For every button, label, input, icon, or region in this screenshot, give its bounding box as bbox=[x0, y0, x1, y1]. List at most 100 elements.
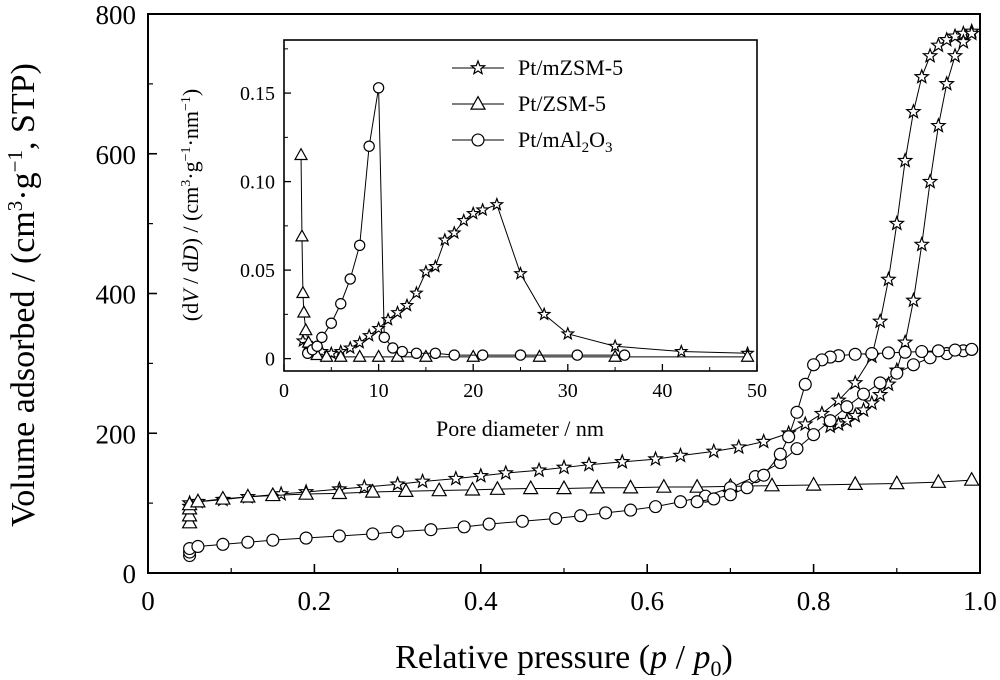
main-data-point bbox=[239, 488, 256, 503]
inset-data-point bbox=[378, 331, 390, 344]
main-x-tick-label: 0.4 bbox=[464, 586, 498, 616]
inset-data-point bbox=[608, 349, 623, 362]
inset-data-point bbox=[361, 327, 377, 342]
main-data-point bbox=[366, 527, 380, 541]
main-series-pt-mal2o3 bbox=[183, 342, 979, 563]
main-data-point bbox=[898, 345, 912, 359]
inset-data-point bbox=[409, 285, 424, 300]
main-data-point bbox=[896, 152, 914, 168]
inset-data-point bbox=[294, 228, 309, 242]
inset-legend: Pt/mZSM-5 Pt/ZSM-5 Pt/mAl2O3 bbox=[452, 55, 623, 156]
main-data-point bbox=[906, 358, 920, 372]
y-label-mid: ·g bbox=[5, 172, 42, 200]
main-data-point bbox=[331, 484, 348, 500]
x-label-close: ) bbox=[722, 639, 733, 676]
main-data-point bbox=[672, 446, 689, 463]
inset-data-point bbox=[428, 258, 443, 273]
main-data-point bbox=[905, 291, 922, 308]
main-data-point bbox=[796, 415, 814, 432]
x-label-var-p0: p bbox=[692, 639, 711, 676]
main-data-point bbox=[555, 479, 573, 495]
main-data-point bbox=[414, 472, 431, 489]
inset-data-point bbox=[446, 225, 462, 240]
legend-line-pt-mal2o3 bbox=[452, 133, 504, 147]
main-data-point bbox=[790, 405, 804, 419]
main-data-point bbox=[707, 492, 721, 506]
inset-data-point bbox=[396, 345, 408, 358]
legend-marker bbox=[469, 59, 487, 76]
main-data-point bbox=[848, 347, 862, 361]
main-y-tick-label: 600 bbox=[96, 140, 137, 170]
y-label-prefix: Volume adsorbed / (cm bbox=[5, 211, 42, 527]
y-label-suffix: , STP) bbox=[5, 63, 42, 150]
y-label-sup-minus1: −1 bbox=[3, 150, 27, 172]
main-data-point bbox=[856, 387, 871, 401]
main-data-point bbox=[356, 478, 373, 495]
main-data-point bbox=[830, 391, 847, 408]
legend-mal2o3-sub2: 2 bbox=[582, 140, 590, 156]
main-data-point bbox=[189, 493, 206, 508]
inset-data-point bbox=[294, 147, 309, 161]
legend-label-pt-mal2o3: Pt/mAl2O3 bbox=[518, 127, 612, 156]
legend-label-pt-zsm5: Pt/ZSM-5 bbox=[518, 91, 606, 116]
main-data-point bbox=[946, 47, 964, 63]
main-data-point bbox=[881, 346, 896, 360]
main-data-point bbox=[805, 476, 822, 491]
main-data-point bbox=[807, 428, 821, 442]
main-series-pt-zsm-5 bbox=[181, 471, 980, 529]
inset-y-axis-label: (dV / dD) / (cm3·g−1·nm−1) bbox=[178, 89, 203, 321]
main-data-point bbox=[913, 235, 931, 252]
main-data-point bbox=[299, 531, 313, 545]
inset-data-point bbox=[410, 347, 423, 359]
main-data-point bbox=[705, 442, 723, 459]
main-data-point bbox=[782, 430, 796, 444]
main-data-point bbox=[364, 483, 381, 498]
inset-data-point bbox=[296, 305, 311, 318]
main-data-point bbox=[264, 486, 281, 502]
main-data-point bbox=[763, 477, 781, 492]
inset-y-label-var-d: D bbox=[178, 245, 203, 262]
main-data-point bbox=[397, 482, 414, 497]
inset-data-point bbox=[371, 349, 386, 362]
inset-y-label-slash: / d bbox=[178, 261, 203, 289]
main-data-point bbox=[757, 468, 771, 482]
inset-data-point bbox=[673, 343, 689, 358]
inset-y-label-sup-g: −1 bbox=[179, 147, 194, 162]
main-data-point bbox=[890, 366, 904, 380]
main-x-tick-label: 0 bbox=[141, 586, 155, 616]
main-data-point bbox=[846, 374, 864, 390]
main-data-point bbox=[813, 404, 831, 421]
main-data-point bbox=[773, 447, 787, 461]
inset-y-label-unit: ) / (cm bbox=[178, 187, 203, 246]
inset-data-point bbox=[532, 349, 547, 362]
inset-y-tick-label: 0.15 bbox=[240, 83, 275, 105]
main-data-point bbox=[838, 411, 856, 428]
inset-data-point bbox=[618, 349, 631, 361]
main-data-point bbox=[549, 511, 563, 526]
main-y-tick-label: 800 bbox=[96, 0, 137, 30]
main-data-point bbox=[389, 475, 406, 492]
main-data-point bbox=[723, 488, 737, 502]
main-y-tick-label: 400 bbox=[96, 280, 137, 310]
main-data-point bbox=[930, 473, 947, 488]
inset-data-point bbox=[571, 349, 583, 361]
inset-data-point bbox=[489, 196, 505, 211]
main-data-point bbox=[298, 485, 315, 500]
inset-x-axis-label: Pore diameter / nm bbox=[436, 416, 604, 441]
inset-y-tick-label: 0.05 bbox=[240, 260, 275, 282]
main-data-point bbox=[241, 535, 255, 549]
main-y-axis-label: Volume adsorbed / (cm3·g−1, STP) bbox=[3, 63, 42, 527]
inset-data-point bbox=[352, 349, 367, 362]
inset-data-point bbox=[466, 349, 481, 362]
main-data-point bbox=[755, 432, 772, 449]
legend-marker bbox=[471, 133, 485, 147]
inset-y-label-var-v: V bbox=[178, 287, 203, 303]
inset-x-tick-label: 0 bbox=[279, 380, 289, 402]
inset-data-point bbox=[390, 304, 405, 319]
main-data-point bbox=[730, 438, 748, 455]
main-data-point bbox=[905, 103, 922, 119]
x-label-separator: / bbox=[667, 639, 693, 676]
inset-data-point bbox=[476, 349, 489, 361]
main-data-point bbox=[332, 529, 346, 543]
